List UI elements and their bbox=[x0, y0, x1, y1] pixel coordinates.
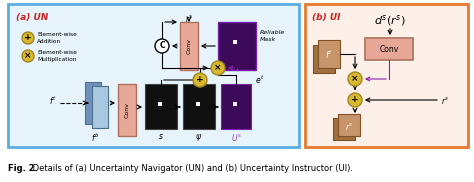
Text: $s$: $s$ bbox=[158, 132, 164, 141]
Bar bbox=[313, 45, 335, 73]
Text: $r^s$: $r^s$ bbox=[345, 120, 353, 132]
Text: ×: × bbox=[214, 64, 222, 72]
Circle shape bbox=[155, 39, 169, 53]
Bar bbox=[145, 84, 177, 129]
Bar bbox=[233, 40, 237, 44]
Text: $r^s$: $r^s$ bbox=[441, 94, 449, 106]
Circle shape bbox=[193, 73, 207, 87]
Text: $\psi$: $\psi$ bbox=[195, 132, 202, 143]
Text: $r^s$: $r^s$ bbox=[185, 13, 193, 24]
Text: $f^t$: $f^t$ bbox=[325, 49, 333, 61]
Circle shape bbox=[22, 50, 34, 62]
Text: (b) UI: (b) UI bbox=[312, 13, 340, 22]
Text: $e^t$: $e^t$ bbox=[255, 74, 264, 86]
Circle shape bbox=[22, 32, 34, 44]
Text: $f^t$: $f^t$ bbox=[49, 95, 57, 107]
Bar bbox=[221, 84, 251, 129]
Bar bbox=[183, 84, 215, 129]
Text: $U^s$: $U^s$ bbox=[230, 132, 241, 143]
Bar bbox=[158, 102, 162, 106]
Circle shape bbox=[348, 72, 362, 86]
Text: ×: × bbox=[24, 52, 32, 60]
Text: Reliable
Mask: Reliable Mask bbox=[260, 30, 285, 42]
Circle shape bbox=[348, 93, 362, 107]
Bar bbox=[338, 114, 360, 136]
Bar bbox=[118, 84, 136, 136]
Bar bbox=[196, 102, 200, 106]
Circle shape bbox=[211, 61, 225, 75]
Bar bbox=[233, 102, 237, 106]
Text: Element-wise
Multiplication: Element-wise Multiplication bbox=[37, 50, 77, 62]
Text: Conv: Conv bbox=[125, 102, 129, 118]
Text: C: C bbox=[159, 41, 165, 50]
Text: Fig. 2.: Fig. 2. bbox=[8, 164, 38, 173]
Text: $f^b$: $f^b$ bbox=[91, 132, 99, 144]
Bar bbox=[180, 22, 198, 70]
Bar bbox=[8, 4, 299, 147]
Bar bbox=[218, 22, 256, 70]
Text: Details of (a) Uncertainty Navigator (UN) and (b) Uncertainty Instructor (UI).: Details of (a) Uncertainty Navigator (UN… bbox=[30, 164, 353, 173]
Text: $d^s(r^s)$: $d^s(r^s)$ bbox=[374, 13, 406, 28]
Text: Element-wise
Addition: Element-wise Addition bbox=[37, 32, 77, 44]
Bar bbox=[85, 82, 101, 124]
Bar bbox=[365, 38, 413, 60]
Bar bbox=[305, 4, 468, 147]
Text: Conv: Conv bbox=[186, 38, 191, 54]
Bar bbox=[318, 40, 340, 68]
Text: Conv: Conv bbox=[379, 45, 399, 54]
Bar bbox=[92, 86, 108, 128]
Text: +: + bbox=[24, 33, 32, 43]
Text: (a) UN: (a) UN bbox=[16, 13, 48, 22]
Text: +: + bbox=[351, 96, 359, 104]
Text: ×: × bbox=[351, 74, 359, 84]
Bar bbox=[333, 118, 355, 140]
Text: +: + bbox=[196, 76, 204, 84]
